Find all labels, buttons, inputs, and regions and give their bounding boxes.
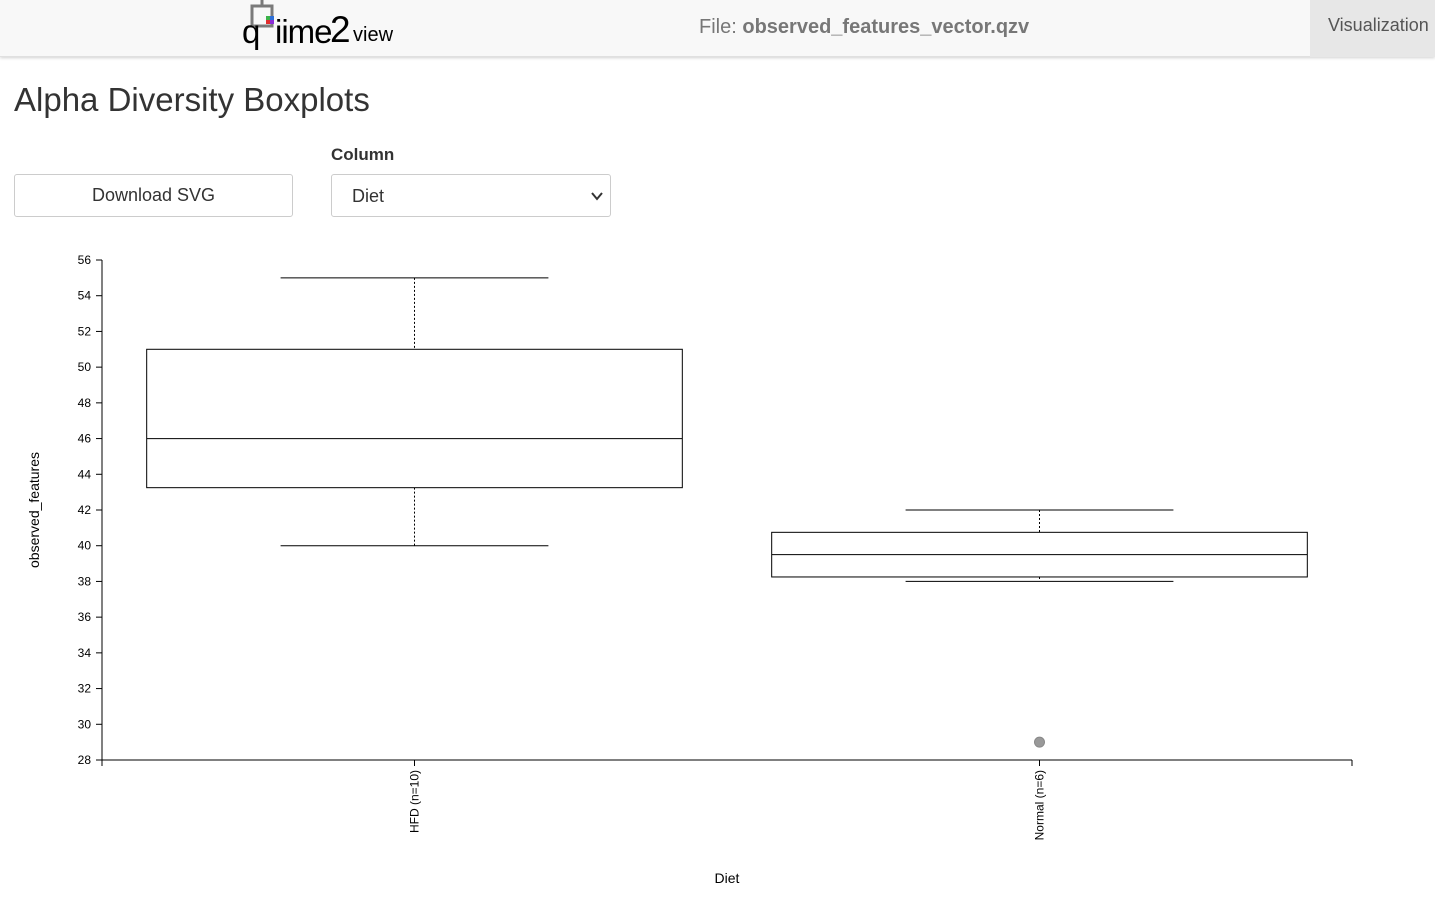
page-title: Alpha Diversity Boxplots: [14, 81, 370, 118]
outlier-point: [1034, 736, 1045, 748]
y-tick-label: 30: [78, 717, 92, 731]
file-name-label: File: observed_features_vector.qzv: [699, 16, 1029, 39]
file-name: observed_features_vector.qzv: [742, 16, 1030, 38]
y-tick-label: 50: [78, 360, 92, 374]
y-tick-label: 36: [78, 610, 92, 624]
y-tick-label: 40: [78, 539, 92, 553]
y-tick-label: 32: [78, 682, 92, 696]
tab-visualization[interactable]: Visualization: [1310, 0, 1435, 57]
column-select[interactable]: Diet: [331, 174, 611, 217]
x-tick-label: Normal (n=6): [1033, 770, 1047, 840]
logo-text-iime: iime: [275, 13, 333, 50]
x-axis-label: Diet: [715, 870, 740, 886]
logo-text-q: q: [242, 13, 260, 50]
y-tick-label: 44: [78, 467, 92, 481]
y-tick-label: 52: [78, 324, 92, 338]
y-tick-label: 56: [78, 253, 92, 267]
download-svg-button[interactable]: Download SVG: [14, 174, 293, 217]
box-1: [771, 509, 1308, 748]
iqr-box: [146, 348, 683, 489]
box-0: [146, 277, 683, 547]
file-prefix: File:: [699, 16, 737, 38]
y-tick-label: 28: [78, 753, 92, 767]
boxes-group: [146, 277, 1308, 748]
logo-text-view: view: [353, 24, 394, 46]
y-axis-label: observed_features: [26, 452, 42, 568]
column-select-value: Diet: [352, 186, 385, 206]
logo-text-2: 2: [330, 9, 351, 50]
qiime2-logo-icon: [250, 0, 274, 28]
y-tick-label: 46: [78, 432, 92, 446]
qiime2-logo[interactable]: q iime 2 view: [242, 0, 412, 50]
boxplot-chart: 28 30 32 34 36 38 40 42 44 46 48 50 52 54 56 HFD (n=10…: [26, 253, 1353, 886]
y-tick-label: 38: [78, 574, 92, 588]
top-navbar: q iime 2 view File: observed_features_ve…: [0, 0, 1435, 57]
y-tick-label: 42: [78, 503, 92, 517]
x-axis: HFD (n=10) Normal (n=6): [101, 759, 1353, 840]
y-tick-label: 54: [78, 289, 92, 303]
y-axis: 28 30 32 34 36 38 40 42 44 46 48 50 52 54 56: [78, 253, 103, 767]
y-tick-label: 34: [78, 646, 92, 660]
x-tick-label: HFD (n=10): [408, 770, 422, 833]
y-tick-label: 48: [78, 396, 92, 410]
chevron-down-icon: [591, 192, 603, 201]
column-label: Column: [331, 145, 395, 164]
